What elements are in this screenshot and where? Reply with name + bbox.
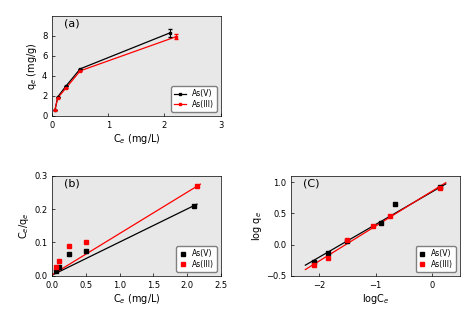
Legend: As(V), As(III): As(V), As(III) xyxy=(171,86,217,112)
Y-axis label: log q$_e$: log q$_e$ xyxy=(250,211,264,241)
Text: (C): (C) xyxy=(303,179,319,189)
Legend: As(V), As(III): As(V), As(III) xyxy=(416,246,456,272)
X-axis label: logC$_e$: logC$_e$ xyxy=(362,292,389,307)
Y-axis label: C$_e$/q$_e$: C$_e$/q$_e$ xyxy=(17,212,31,239)
X-axis label: C$_e$ (mg/L): C$_e$ (mg/L) xyxy=(112,133,160,146)
Text: (b): (b) xyxy=(64,179,80,189)
Legend: As(V), As(III): As(V), As(III) xyxy=(176,246,217,272)
X-axis label: C$_e$ (mg/L): C$_e$ (mg/L) xyxy=(112,292,160,307)
Text: (a): (a) xyxy=(64,19,80,29)
Y-axis label: q$_e$ (mg/g): q$_e$ (mg/g) xyxy=(25,42,39,90)
